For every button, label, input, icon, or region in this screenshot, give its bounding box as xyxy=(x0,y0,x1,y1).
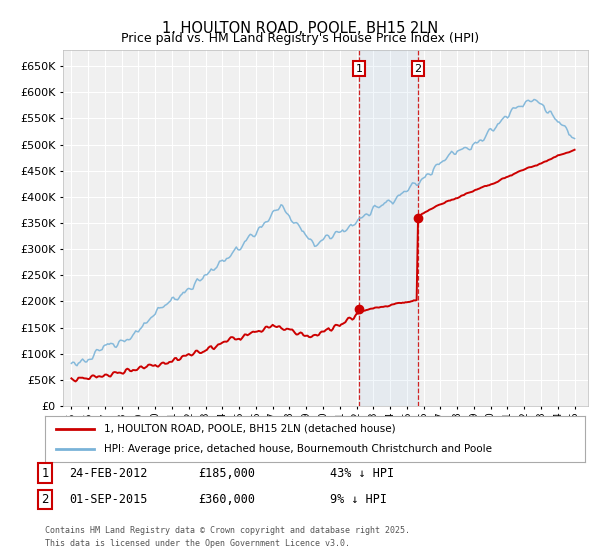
Text: 43% ↓ HPI: 43% ↓ HPI xyxy=(330,466,394,480)
Text: 9% ↓ HPI: 9% ↓ HPI xyxy=(330,493,387,506)
Text: 1: 1 xyxy=(356,64,362,74)
Text: Contains HM Land Registry data © Crown copyright and database right 2025.: Contains HM Land Registry data © Crown c… xyxy=(45,526,410,535)
Text: This data is licensed under the Open Government Licence v3.0.: This data is licensed under the Open Gov… xyxy=(45,539,350,548)
Text: 2: 2 xyxy=(415,64,422,74)
Text: HPI: Average price, detached house, Bournemouth Christchurch and Poole: HPI: Average price, detached house, Bour… xyxy=(104,444,493,454)
Text: Price paid vs. HM Land Registry's House Price Index (HPI): Price paid vs. HM Land Registry's House … xyxy=(121,32,479,45)
Text: £185,000: £185,000 xyxy=(198,466,255,480)
Text: 1, HOULTON ROAD, POOLE, BH15 2LN (detached house): 1, HOULTON ROAD, POOLE, BH15 2LN (detach… xyxy=(104,424,396,434)
Text: 2: 2 xyxy=(41,493,49,506)
Text: 24-FEB-2012: 24-FEB-2012 xyxy=(69,466,148,480)
Text: 1: 1 xyxy=(41,466,49,480)
Text: 01-SEP-2015: 01-SEP-2015 xyxy=(69,493,148,506)
Text: £360,000: £360,000 xyxy=(198,493,255,506)
Bar xyxy=(359,50,418,406)
Text: 1, HOULTON ROAD, POOLE, BH15 2LN: 1, HOULTON ROAD, POOLE, BH15 2LN xyxy=(162,21,438,36)
